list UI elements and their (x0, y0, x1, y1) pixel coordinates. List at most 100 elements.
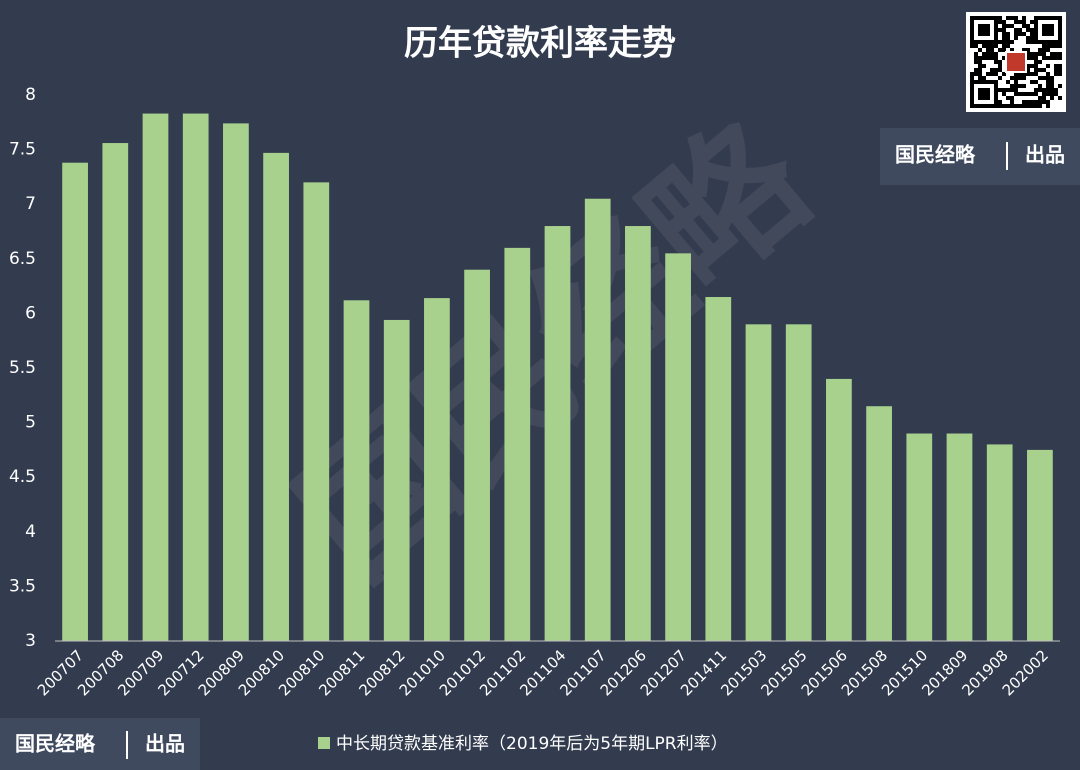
qr-module (1014, 92, 1018, 96)
qr-module (1058, 84, 1062, 88)
qr-module (1026, 100, 1030, 104)
qr-module (1030, 100, 1034, 104)
qr-finder (978, 24, 990, 36)
qr-module (998, 28, 1002, 32)
qr-module (1018, 20, 1022, 24)
qr-module (1046, 104, 1050, 108)
qr-module (998, 76, 1002, 80)
qr-module (1030, 92, 1034, 96)
qr-module (1030, 72, 1034, 76)
bar (464, 269, 490, 641)
qr-module (1018, 76, 1022, 80)
qr-module (1034, 72, 1038, 76)
bar (62, 162, 88, 642)
y-tick-label: 4.5 (9, 467, 36, 487)
qr-module (1006, 40, 1010, 44)
bar (504, 247, 531, 641)
qr-module (990, 68, 994, 72)
qr-module (1058, 72, 1062, 76)
bar (705, 297, 732, 641)
qr-module (1026, 92, 1030, 96)
qr-module (978, 76, 982, 80)
qr-module (1046, 56, 1050, 60)
qr-module (1046, 64, 1050, 68)
qr-module (1026, 56, 1030, 60)
qr-module (1034, 92, 1038, 96)
badge-tag: 出品 (1025, 143, 1065, 167)
qr-module (1030, 28, 1034, 32)
qr-module (1026, 28, 1030, 32)
qr-module (998, 64, 1002, 68)
qr-module (1010, 88, 1014, 92)
qr-module (1042, 76, 1046, 80)
qr-module (970, 76, 974, 80)
qr-module (1026, 36, 1030, 40)
qr-module (998, 100, 1002, 104)
qr-module (1038, 76, 1042, 80)
qr-module (1006, 36, 1010, 40)
badge (0, 718, 200, 770)
qr-module (1026, 52, 1030, 56)
qr-module (1002, 56, 1006, 60)
qr-module (1038, 68, 1042, 72)
y-tick-label: 6.5 (9, 249, 36, 269)
qr-module (1042, 68, 1046, 72)
qr-module (986, 72, 990, 76)
bar (383, 319, 410, 641)
qr-module (1046, 48, 1050, 52)
qr-module (1050, 96, 1054, 100)
qr-module (1042, 100, 1046, 104)
qr-module (1022, 100, 1026, 104)
bar (745, 324, 772, 641)
qr-module (986, 48, 990, 52)
qr-pattern (970, 16, 1062, 108)
qr-module (994, 52, 998, 56)
qr-module (1058, 44, 1062, 48)
qr-module (1026, 64, 1030, 68)
qr-module (1006, 104, 1010, 108)
qr-module (1022, 48, 1026, 52)
qr-module (1018, 32, 1022, 36)
qr-module (1022, 76, 1026, 80)
qr-module (1022, 20, 1026, 24)
qr-module (986, 52, 990, 56)
bar (263, 152, 289, 641)
qr-module (1030, 40, 1034, 44)
y-tick-label: 5.5 (9, 358, 36, 378)
bar (986, 444, 1013, 641)
qr-module (1022, 84, 1026, 88)
qr-finder (978, 88, 990, 100)
qr-module (1046, 92, 1050, 96)
legend-swatch (318, 737, 330, 749)
qr-module (1058, 64, 1062, 68)
qr-finder (1042, 24, 1054, 36)
qr-module (1058, 96, 1062, 100)
qr-module (1014, 16, 1018, 20)
bar (906, 433, 933, 641)
qr-module (1054, 72, 1058, 76)
qr-module (1038, 88, 1042, 92)
qr-module (978, 64, 982, 68)
badge-name: 国民经略 (895, 143, 976, 167)
qr-module (1014, 32, 1018, 36)
qr-module (1026, 40, 1030, 44)
qr-module (994, 68, 998, 72)
badge-name: 国民经略 (15, 732, 96, 756)
qr-module (982, 56, 986, 60)
qr-module (1038, 52, 1042, 56)
qr-module (994, 72, 998, 76)
qr-module (1030, 56, 1034, 60)
qr-module (1034, 88, 1038, 92)
bar (946, 433, 973, 641)
bar (625, 226, 651, 642)
qr-module (1014, 88, 1018, 92)
qr-module (990, 72, 994, 76)
qr-module (998, 68, 1002, 72)
qr-module (998, 16, 1002, 20)
qr-module (1010, 40, 1014, 44)
y-tick-label: 7 (25, 194, 36, 214)
qr-module (1054, 52, 1058, 56)
qr-module (982, 76, 986, 80)
qr-module (1026, 104, 1030, 108)
qr-module (1022, 72, 1026, 76)
